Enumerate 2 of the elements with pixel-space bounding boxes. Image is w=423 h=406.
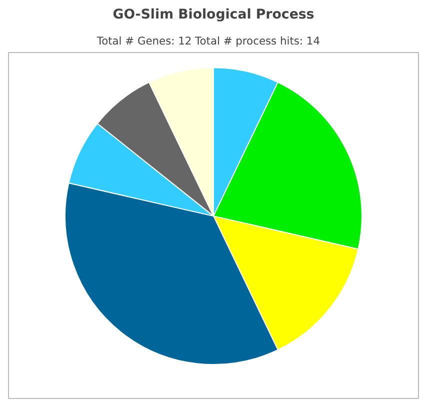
- chart-title: GO-Slim Biological Process: [112, 8, 314, 22]
- chart-subtitle: Total # Genes: 12 Total # process hits: 14: [96, 34, 320, 48]
